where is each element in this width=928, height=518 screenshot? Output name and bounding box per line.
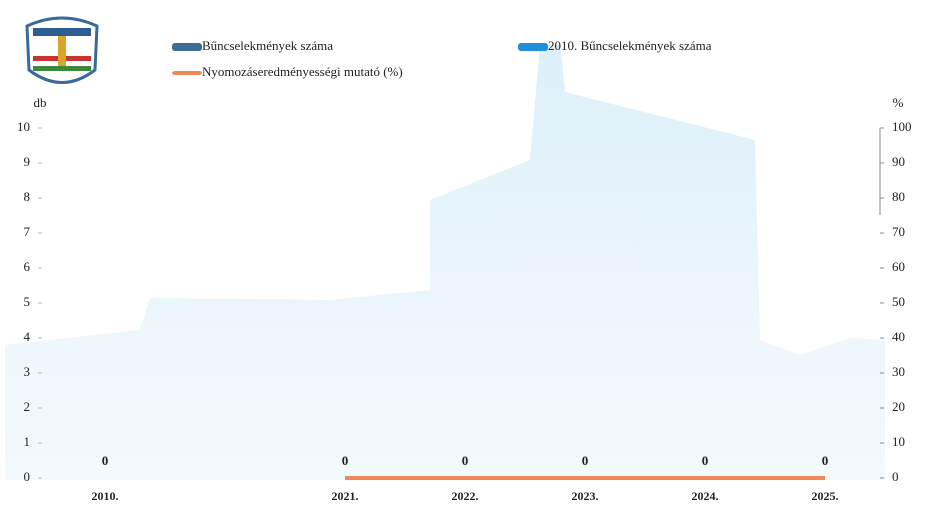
x-tick-label: 2022. (452, 489, 479, 503)
y2-tick-label: 80 (892, 189, 905, 204)
y2-axis-label: % (893, 95, 904, 110)
data-label: 0 (462, 453, 469, 468)
y-tick-label: 0 (24, 469, 31, 484)
y-axis-label: db (34, 95, 47, 110)
y-tick-label: 8 (24, 189, 31, 204)
y2-tick-label: 30 (892, 364, 905, 379)
y-tick-label: 7 (24, 224, 31, 239)
x-tick-label: 2023. (572, 489, 599, 503)
legend-swatch (518, 43, 548, 51)
y-tick-label: 5 (24, 294, 31, 309)
x-tick-label: 2024. (692, 489, 719, 503)
y-tick-label: 2 (24, 399, 31, 414)
y2-tick-label: 20 (892, 399, 905, 414)
y2-tick-label: 0 (892, 469, 899, 484)
legend-label: Bűncselekmények száma (202, 38, 333, 53)
y-tick-label: 6 (24, 259, 31, 274)
background-watermark (5, 45, 885, 480)
y2-tick-label: 90 (892, 154, 905, 169)
logo (25, 16, 99, 84)
y-tick-label: 1 (24, 434, 31, 449)
legend-swatch (172, 43, 202, 51)
y-tick-label: 9 (24, 154, 31, 169)
x-tick-label: 2010. (92, 489, 119, 503)
data-label: 0 (582, 453, 589, 468)
y2-tick-label: 50 (892, 294, 905, 309)
data-label: 0 (702, 453, 709, 468)
data-label: 0 (822, 453, 829, 468)
legend-label: 2010. Bűncselekmények száma (548, 38, 712, 53)
legend-swatch (172, 71, 202, 75)
y2-tick-label: 40 (892, 329, 905, 344)
data-label: 0 (102, 453, 109, 468)
x-tick-label: 2025. (812, 489, 839, 503)
y2-tick-label: 60 (892, 259, 905, 274)
data-label: 0 (342, 453, 349, 468)
y2-tick-label: 70 (892, 224, 905, 239)
y2-tick-label: 100 (892, 119, 912, 134)
y-tick-label: 4 (24, 329, 31, 344)
y-tick-label: 10 (17, 119, 30, 134)
x-tick-label: 2021. (332, 489, 359, 503)
y-tick-label: 3 (24, 364, 31, 379)
legend-label: Nyomozáseredményességi mutató (%) (202, 64, 403, 79)
y2-tick-label: 10 (892, 434, 905, 449)
